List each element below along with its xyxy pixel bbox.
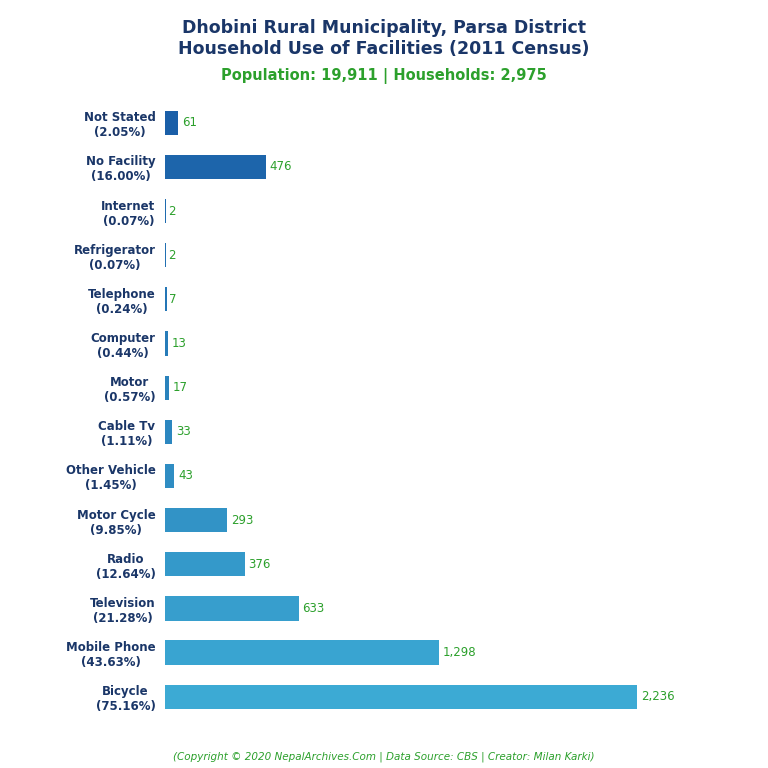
Text: 476: 476 xyxy=(270,161,292,174)
Text: 7: 7 xyxy=(169,293,177,306)
Text: 43: 43 xyxy=(178,469,193,482)
Bar xyxy=(165,154,266,179)
Bar xyxy=(165,331,168,356)
Text: 633: 633 xyxy=(303,602,325,615)
Text: 61: 61 xyxy=(182,116,197,129)
Text: 1,298: 1,298 xyxy=(443,646,477,659)
Text: Household Use of Facilities (2011 Census): Household Use of Facilities (2011 Census… xyxy=(178,40,590,58)
Text: 2,236: 2,236 xyxy=(641,690,675,703)
Bar xyxy=(165,684,637,709)
Text: 33: 33 xyxy=(176,425,190,439)
Bar xyxy=(165,464,174,488)
Text: Population: 19,911 | Households: 2,975: Population: 19,911 | Households: 2,975 xyxy=(221,68,547,84)
Text: 17: 17 xyxy=(173,381,187,394)
Bar xyxy=(165,287,167,312)
Text: 2: 2 xyxy=(168,204,176,217)
Bar xyxy=(165,641,439,665)
Bar xyxy=(165,508,227,532)
Text: 293: 293 xyxy=(231,514,253,527)
Bar xyxy=(165,552,244,577)
Text: (Copyright © 2020 NepalArchives.Com | Data Source: CBS | Creator: Milan Karki): (Copyright © 2020 NepalArchives.Com | Da… xyxy=(174,751,594,762)
Bar xyxy=(165,111,178,135)
Bar xyxy=(165,419,172,444)
Text: Dhobini Rural Municipality, Parsa District: Dhobini Rural Municipality, Parsa Distri… xyxy=(182,19,586,37)
Text: 13: 13 xyxy=(172,337,187,350)
Text: 2: 2 xyxy=(168,249,176,262)
Bar xyxy=(165,596,299,621)
Bar xyxy=(165,376,169,400)
Text: 376: 376 xyxy=(248,558,270,571)
